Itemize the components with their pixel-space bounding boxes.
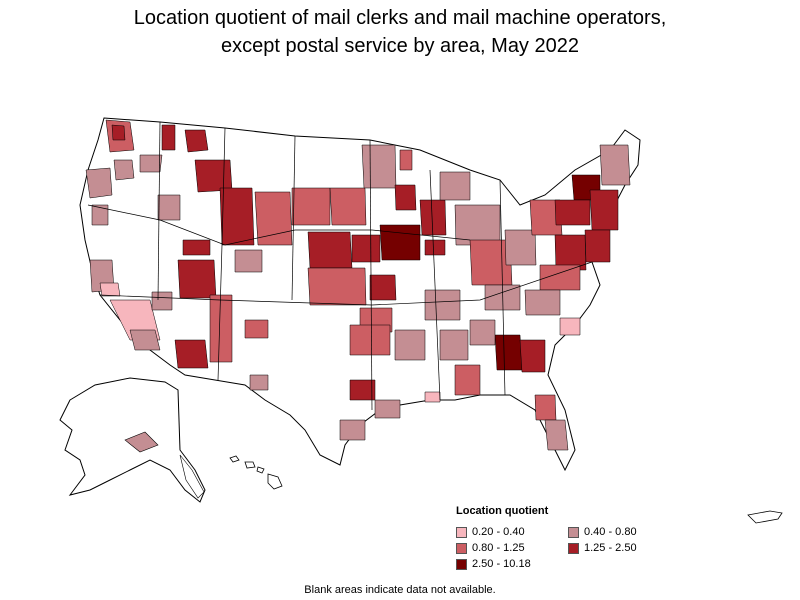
legend-swatch-2: [456, 542, 467, 554]
puerto-rico: [747, 510, 783, 524]
legend-swatch-4: [456, 558, 467, 570]
area-regions: [85, 119, 631, 451]
alaska-region-southcentral: [124, 431, 159, 453]
legend-item-0: 0.20 - 0.40: [456, 525, 568, 539]
state-boundaries: [87, 121, 593, 411]
legend-label-1: 0.40 - 0.80: [584, 526, 637, 538]
legend-item-1: 0.40 - 0.80: [568, 525, 680, 539]
hawaii-islands: [229, 455, 283, 490]
area-north-georgia: [494, 334, 523, 371]
legend-swatch-3: [568, 542, 579, 554]
alaska-panhandle: [179, 454, 205, 499]
area-central-nebraska: [307, 231, 353, 269]
legend-label-4: 2.50 - 10.18: [472, 558, 531, 570]
legend-swatch-0: [456, 526, 467, 538]
legend-title: Location quotient: [456, 505, 549, 517]
legend-item-2: 0.80 - 1.25: [456, 541, 568, 555]
legend-grid: 0.20 - 0.40 0.40 - 0.80 0.80 - 1.25 1.25…: [456, 525, 696, 571]
legend-label-3: 1.25 - 2.50: [584, 542, 637, 554]
legend-item-3: 1.25 - 2.50: [568, 541, 680, 555]
map-legend: Location quotient 0.20 - 0.40 0.40 - 0.8…: [456, 505, 696, 571]
map-title: Location quotient of mail clerks and mai…: [0, 4, 800, 60]
title-line-2: except postal service by area, May 2022: [221, 35, 579, 57]
legend-swatch-1: [568, 526, 579, 538]
legend-item-4: 2.50 - 10.18: [456, 557, 568, 571]
legend-label-0: 0.20 - 0.40: [472, 526, 525, 538]
title-line-1: Location quotient of mail clerks and mai…: [133, 7, 667, 29]
legend-label-2: 0.80 - 1.25: [472, 542, 525, 554]
data-availability-note: Blank areas indicate data not available.: [304, 584, 496, 596]
